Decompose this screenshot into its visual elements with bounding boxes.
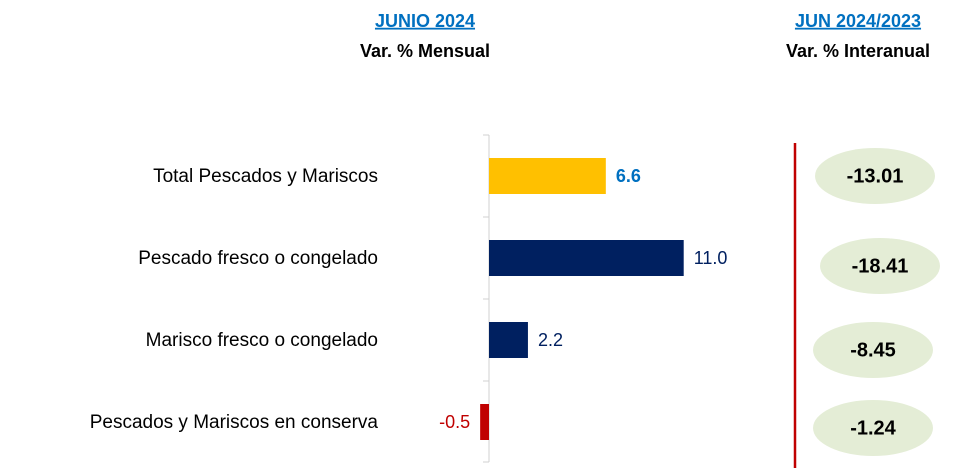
category-ticks bbox=[483, 134, 489, 463]
bar bbox=[489, 240, 684, 276]
value-label: -0.5 bbox=[439, 412, 470, 432]
bar bbox=[489, 158, 606, 194]
right-header-title: JUN 2024/2023 bbox=[795, 11, 921, 31]
category-label: Marisco fresco o congelado bbox=[146, 330, 378, 351]
interannual-badge bbox=[813, 400, 933, 456]
category-label: Total Pescados y Mariscos bbox=[153, 166, 378, 187]
right-header-subtitle: Var. % Interanual bbox=[786, 41, 930, 61]
left-header-title: JUNIO 2024 bbox=[375, 11, 475, 31]
value-label: 6.6 bbox=[616, 166, 641, 186]
interannual-value: -8.45 bbox=[850, 339, 896, 361]
interannual-value: -1.24 bbox=[850, 417, 896, 439]
interannual-badge bbox=[820, 238, 940, 294]
left-header-subtitle: Var. % Mensual bbox=[360, 41, 490, 61]
interannual-value: -18.41 bbox=[852, 255, 909, 277]
value-label: 2.2 bbox=[538, 330, 563, 350]
category-label: Pescados y Mariscos en conserva bbox=[90, 412, 379, 433]
interannual-badge bbox=[815, 148, 935, 204]
interannual-badge bbox=[813, 322, 933, 378]
value-label: 11.0 bbox=[694, 248, 728, 268]
category-label: Pescado fresco o congelado bbox=[138, 248, 378, 269]
bar bbox=[489, 322, 528, 358]
bar bbox=[480, 404, 489, 440]
interannual-value: -13.01 bbox=[847, 165, 904, 187]
